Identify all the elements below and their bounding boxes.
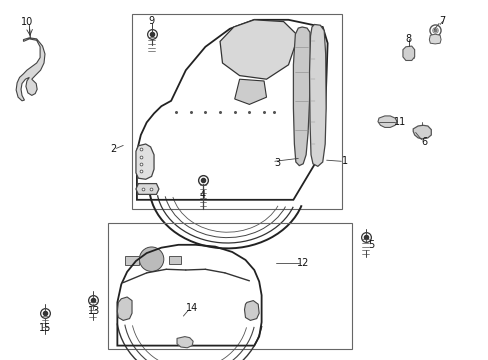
Text: 11: 11 <box>393 117 406 127</box>
Text: 10: 10 <box>20 17 33 27</box>
Text: 2: 2 <box>110 144 116 154</box>
Bar <box>132 14 342 209</box>
Bar <box>168 256 181 264</box>
Text: 12: 12 <box>296 258 309 268</box>
Polygon shape <box>244 301 259 320</box>
Polygon shape <box>234 79 266 104</box>
Text: 4: 4 <box>200 190 205 200</box>
Text: 6: 6 <box>421 137 427 147</box>
Text: 7: 7 <box>439 16 445 26</box>
Polygon shape <box>136 144 154 179</box>
Bar <box>124 256 139 265</box>
Bar <box>381 118 393 125</box>
Polygon shape <box>293 27 310 166</box>
Polygon shape <box>16 38 45 101</box>
Polygon shape <box>136 184 159 194</box>
Text: 1: 1 <box>342 156 347 166</box>
Polygon shape <box>309 24 325 166</box>
Polygon shape <box>177 337 193 348</box>
Polygon shape <box>377 116 396 127</box>
Bar <box>404 49 413 58</box>
Text: 3: 3 <box>274 158 280 168</box>
Polygon shape <box>412 125 430 139</box>
Text: 5: 5 <box>368 240 374 250</box>
Text: 15: 15 <box>39 323 51 333</box>
Polygon shape <box>428 34 440 44</box>
Text: 9: 9 <box>148 16 154 26</box>
Polygon shape <box>220 20 298 79</box>
Circle shape <box>139 247 163 271</box>
Text: 14: 14 <box>185 303 198 313</box>
Text: 8: 8 <box>405 34 411 44</box>
Text: 13: 13 <box>87 306 100 316</box>
Bar <box>107 223 351 349</box>
Polygon shape <box>117 297 132 320</box>
Polygon shape <box>402 46 414 60</box>
